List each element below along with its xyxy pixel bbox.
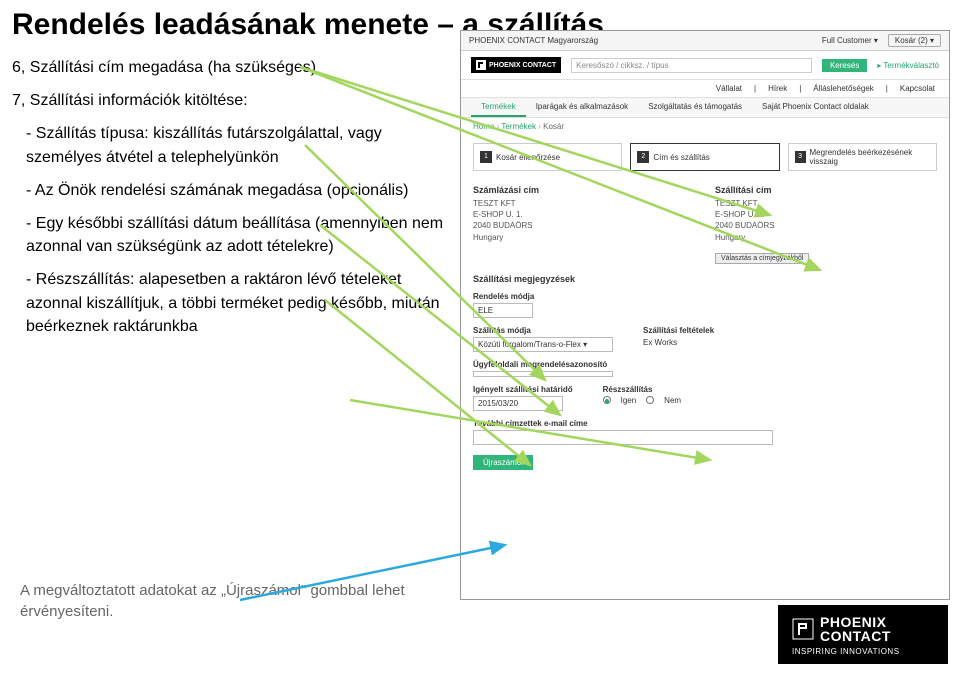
choose-address-button[interactable]: Választás a címjegyzékből xyxy=(715,253,809,264)
footer-note: A megváltoztatott adatokat az „Újraszámo… xyxy=(20,580,420,622)
cc-label: További címzettek e-mail címe xyxy=(473,419,937,428)
cart-link[interactable]: Kosár (2) ▾ xyxy=(888,34,941,47)
crumb-home[interactable]: Home xyxy=(473,122,494,131)
ship-mode-label: Szállítás módja xyxy=(473,326,613,335)
delivery-mode-value: ELE xyxy=(473,303,533,318)
ship-cond-value: Ex Works xyxy=(643,338,714,347)
subnav-item[interactable]: Álláslehetőségek xyxy=(813,84,873,93)
date-label: Igényelt szállítási határidő xyxy=(473,385,573,394)
radio-yes[interactable] xyxy=(603,396,611,404)
mini-logo: PHOENIX CONTACT xyxy=(471,57,561,73)
subnav: Vállalat | Hírek | Álláslehetőségek | Ka… xyxy=(461,80,949,98)
product-selector-link[interactable]: ▸ Termékválasztó xyxy=(877,61,939,70)
bullet-7b: - Az Önök rendelési számának megadása (o… xyxy=(12,179,452,202)
user-menu[interactable]: Full Customer ▾ xyxy=(822,36,878,45)
footer-logo: PHOENIX CONTACT INSPIRING INNOVATIONS xyxy=(778,605,948,664)
shipping-heading: Szállítási cím xyxy=(715,185,937,195)
crumb-cart: Kosár xyxy=(543,122,564,131)
mini-logo-icon xyxy=(476,60,486,70)
ship-cond-label: Szállítási feltételek xyxy=(643,326,714,335)
shipping-address: TESZT KFT E-SHOP U. 1. 2040 BUDAÖRS Hung… xyxy=(715,198,937,243)
mini-logo-text: PHOENIX CONTACT xyxy=(489,62,556,69)
search-input[interactable]: Keresőszó / cikksz. / típus xyxy=(571,58,812,73)
subnav-item[interactable]: Hírek xyxy=(768,84,787,93)
checkout-steps: 1Kosár ellenőrzése 2Cím és szállítás 3Me… xyxy=(461,135,949,179)
date-input[interactable]: 2015/03/20 xyxy=(473,396,563,411)
logo-tagline: INSPIRING INNOVATIONS xyxy=(792,647,934,656)
tab-mypages[interactable]: Saját Phoenix Contact oldalak xyxy=(752,98,879,117)
shipping-col: Szállítási cím TESZT KFT E-SHOP U. 1. 20… xyxy=(715,185,937,264)
subnav-item[interactable]: Vállalat xyxy=(716,84,742,93)
logo-text-1: PHOENIX xyxy=(820,615,891,629)
crumb-products[interactable]: Termékek xyxy=(501,122,536,131)
header-row: PHOENIX CONTACT Keresőszó / cikksz. / tí… xyxy=(461,51,949,80)
form-content: Számlázási cím TESZT KFT E-SHOP U. 1. 20… xyxy=(461,179,949,476)
bullet-7d: - Részszállítás: alapesetben a raktáron … xyxy=(12,268,452,338)
tab-products[interactable]: Termékek xyxy=(471,98,526,117)
step-2[interactable]: 2Cím és szállítás xyxy=(630,143,779,171)
notes-heading: Szállítási megjegyzések xyxy=(473,274,937,284)
bullet-7: 7, Szállítási információk kitöltése: xyxy=(12,89,452,112)
delivery-mode-label: Rendelés módja xyxy=(473,292,937,301)
tab-support[interactable]: Szolgáltatás és támogatás xyxy=(638,98,752,117)
cust-ref-label: Ügyféloldali megrendelésazonosító xyxy=(473,360,937,369)
billing-col: Számlázási cím TESZT KFT E-SHOP U. 1. 20… xyxy=(473,185,695,264)
bullet-7c: - Egy későbbi szállítási dátum beállítás… xyxy=(12,212,452,258)
bullet-7a: - Szállítás típusa: kiszállítás futárszo… xyxy=(12,122,452,168)
embedded-screenshot: PHOENIX CONTACT Magyarország Full Custom… xyxy=(460,30,950,600)
left-column: 6, Szállítási cím megadása (ha szükséges… xyxy=(12,56,452,348)
topbar: PHOENIX CONTACT Magyarország Full Custom… xyxy=(461,31,949,51)
radio-no[interactable] xyxy=(646,396,654,404)
subnav-item[interactable]: Kapcsolat xyxy=(900,84,935,93)
billing-heading: Számlázási cím xyxy=(473,185,695,195)
cc-input[interactable] xyxy=(473,430,773,445)
search-button[interactable]: Keresés xyxy=(822,59,867,72)
tab-industries[interactable]: Iparágak és alkalmazások xyxy=(526,98,639,117)
recalc-button[interactable]: Újraszámol xyxy=(473,455,533,470)
partial-label: Részszállítás xyxy=(603,385,681,394)
breadcrumb: Home › Termékek › Kosár xyxy=(461,118,949,135)
ship-mode-select[interactable]: Közúti forgalom/Trans-o-Flex ▾ xyxy=(473,337,613,352)
billing-address: TESZT KFT E-SHOP U. 1. 2040 BUDAÖRS Hung… xyxy=(473,198,695,243)
step-3[interactable]: 3Megrendelés beérkezésének visszaig xyxy=(788,143,937,171)
logo-icon xyxy=(792,618,814,640)
main-tabs: Termékek Iparágak és alkalmazások Szolgá… xyxy=(461,98,949,118)
logo-text-2: CONTACT xyxy=(820,629,891,643)
bullet-6: 6, Szállítási cím megadása (ha szükséges… xyxy=(12,56,452,79)
partial-radios: Igen Nem xyxy=(603,396,681,405)
step-1[interactable]: 1Kosár ellenőrzése xyxy=(473,143,622,171)
topbar-brand: PHOENIX CONTACT Magyarország xyxy=(469,36,598,45)
